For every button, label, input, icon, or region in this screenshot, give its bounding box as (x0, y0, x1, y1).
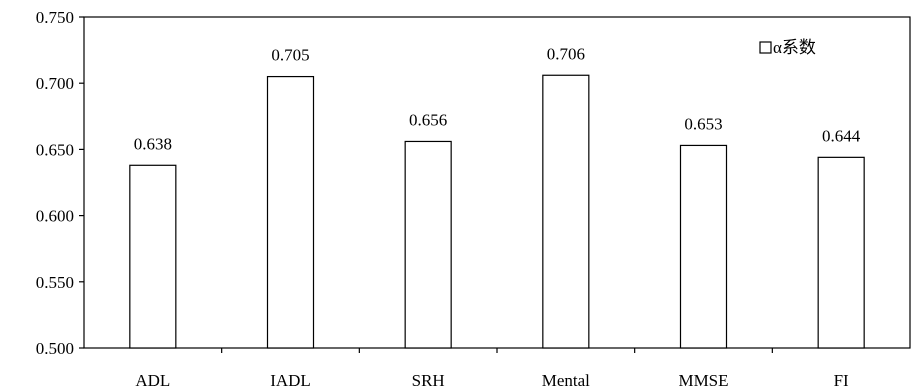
bar-srh (404, 140, 452, 349)
y-tick-label: 0.550 (36, 273, 74, 292)
data-label: 0.706 (547, 44, 585, 63)
legend-label: α系数 (773, 38, 816, 57)
bar-iadl (266, 75, 315, 349)
data-label: 0.644 (822, 126, 861, 145)
x-category-label: SRH (412, 371, 445, 390)
bar-mmse (679, 144, 728, 349)
data-label: 0.656 (409, 110, 447, 129)
bar-mental (542, 74, 590, 349)
x-category-label: ADL (135, 371, 170, 390)
legend: α系数 (759, 38, 816, 57)
data-label: 0.638 (134, 134, 172, 153)
data-label: 0.705 (271, 46, 309, 65)
x-category-label: Mental (542, 371, 590, 390)
y-tick-label: 0.600 (36, 207, 74, 226)
y-tick-label: 0.650 (36, 140, 74, 159)
bar-fi (817, 156, 865, 349)
data-label: 0.653 (684, 114, 722, 133)
bars (129, 74, 865, 349)
plot-frame (83, 16, 911, 349)
y-tick-label: 0.700 (36, 74, 74, 93)
y-axis-ticks: 0.500 0.550 0.600 0.650 0.700 0.750 (36, 8, 84, 358)
axes (83, 16, 911, 353)
x-category-label: MMSE (678, 371, 728, 390)
bar-adl (129, 164, 177, 349)
y-tick-label: 0.500 (36, 339, 74, 358)
y-tick-label: 0.750 (36, 8, 74, 27)
data-labels: 0.638 0.705 0.656 0.706 0.653 0.644 (134, 44, 861, 153)
x-category-label: IADL (270, 371, 311, 390)
x-axis-labels: ADL IADL SRH Mental MMSE FI (135, 371, 849, 390)
x-category-label: FI (834, 371, 849, 390)
legend-swatch (759, 41, 772, 54)
